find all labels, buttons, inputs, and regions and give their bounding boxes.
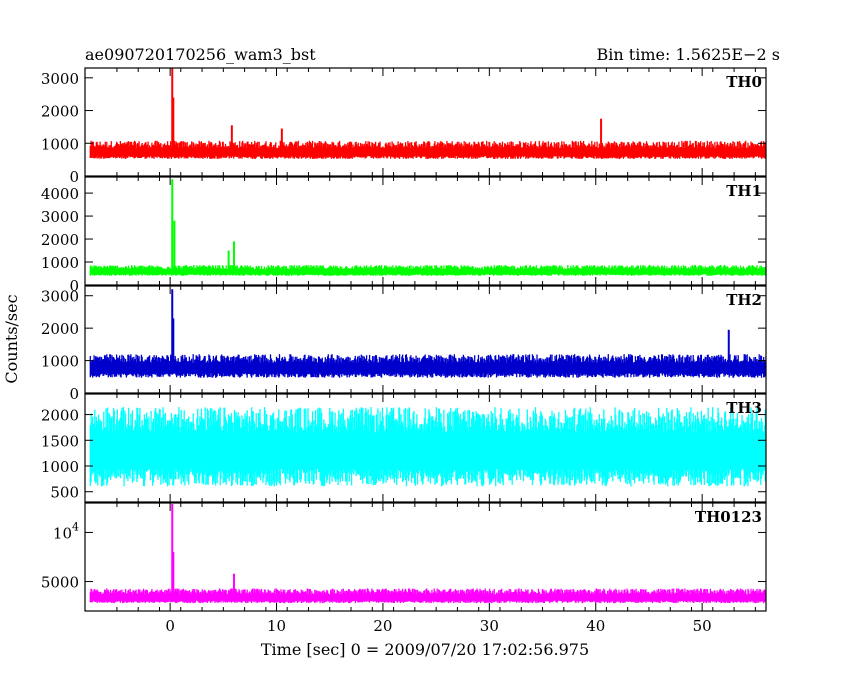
y-tick-label-th0123: 5000 [41,574,79,592]
panel-th1: 0 1000 2000 3000 4000 TH1 [41,176,767,295]
series-th3-trace [89,406,766,487]
series-th0-trace [89,140,766,159]
y-tick-label-th1: 1000 [41,254,79,272]
y-tick-label-th0123: 104 [53,520,79,542]
panel-th3: 500 1000 1500 2000 TH3 [41,393,767,503]
y-tick-label-th1: 4000 [41,185,79,203]
panel-frame-th2 [84,285,767,394]
panel-th0123: 5000 104 TH0123 [41,502,767,612]
series-th2-trace [89,354,766,378]
panel-frame-th0 [84,67,767,177]
series-th1-trace [89,265,766,276]
x-tick-label: 20 [373,617,392,635]
x-tick-label: 30 [480,617,499,635]
chart-title: ae090720170256_wam3_bst [85,45,316,64]
y-tick-label-th3: 1500 [41,432,79,450]
y-tick-label-th3: 1000 [41,458,79,476]
y-tick-label-th2: 0 [69,385,79,403]
panel-frame-th3 [84,393,767,503]
y-tick-label-th3: 500 [50,484,79,502]
y-axis-label: Counts/sec [2,294,21,383]
x-tick-label: 0 [165,617,175,635]
y-tick-label-th0: 3000 [41,70,79,88]
y-tick-label-th0: 2000 [41,103,79,121]
panel-label-th0123: TH0123 [695,508,762,526]
panel-frame-th1 [84,176,767,286]
x-tick-label: 40 [586,617,605,635]
y-tick-label-th0: 0 [69,168,79,186]
y-tick-label-th2: 2000 [41,320,79,338]
panel-label-th3: TH3 [726,399,762,417]
y-tick-label-th1: 3000 [41,208,79,226]
y-tick-label-th2: 3000 [41,288,79,306]
panel-th2: 0 1000 2000 3000 TH2 [41,285,767,403]
series-th0123-trace [89,588,766,604]
y-tick-label-th1: 2000 [41,231,79,249]
bin-time-label: Bin time: 1.5625E−2 s [597,45,780,64]
x-tick-label: 10 [267,617,286,635]
panel-th0: 0 1000 2000 3000 TH0 [41,67,767,186]
y-tick-label-th2: 1000 [41,353,79,371]
panel-label-th2: TH2 [726,291,762,309]
panel-label-th0: TH0 [726,73,762,91]
y-tick-label-th1: 0 [69,277,79,295]
panel-label-th1: TH1 [726,182,762,200]
y-tick-label-th0: 1000 [41,135,79,153]
y-tick-label-th3: 2000 [41,407,79,425]
x-axis-label: Time [sec] 0 = 2009/07/20 17:02:56.975 [261,640,589,659]
panel-frame-th0123 [84,502,767,612]
x-tick-label: 50 [693,617,712,635]
